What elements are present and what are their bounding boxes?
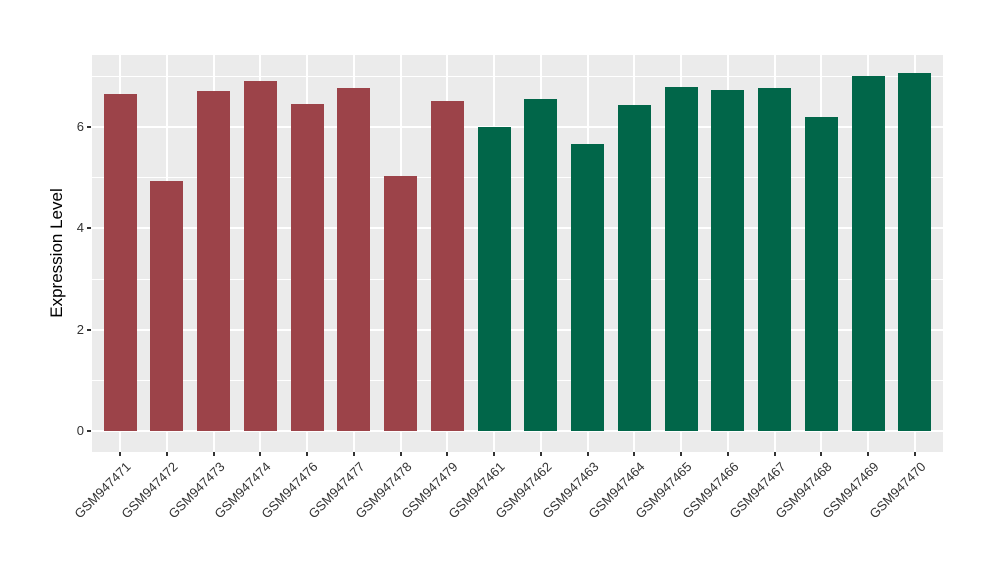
- x-tick: [726, 452, 729, 456]
- bar-GSM947464: [617, 105, 651, 432]
- x-tick: [119, 452, 122, 456]
- x-tick: [633, 452, 636, 456]
- y-tick-label: 2: [76, 321, 84, 337]
- bar-GSM947474: [243, 80, 277, 432]
- x-tick: [539, 452, 542, 456]
- bar-GSM947462: [524, 99, 558, 432]
- minor-gridline: [92, 380, 943, 381]
- x-tick: [446, 452, 449, 456]
- bar-GSM947466: [711, 89, 745, 432]
- minor-gridline: [92, 278, 943, 280]
- bar-GSM947473: [197, 90, 231, 432]
- x-tick: [352, 452, 355, 456]
- major-gridline: [92, 430, 943, 433]
- bar-GSM947468: [804, 117, 838, 432]
- bar-GSM947467: [758, 88, 792, 432]
- bar-GSM947469: [851, 75, 885, 432]
- y-tick: [87, 430, 91, 433]
- x-tick: [867, 452, 870, 456]
- x-tick: [680, 452, 683, 456]
- x-tick: [493, 452, 496, 456]
- bar-GSM947479: [430, 101, 464, 432]
- y-tick-label: 0: [76, 423, 84, 439]
- major-gridline: [92, 125, 943, 128]
- y-tick: [87, 125, 91, 128]
- y-tick: [87, 328, 91, 331]
- y-tick-label: 4: [76, 220, 84, 236]
- y-tick-label: 6: [76, 118, 84, 134]
- y-axis-title: Expression Level: [47, 188, 66, 318]
- bar-GSM947465: [664, 87, 698, 432]
- bar-GSM947478: [384, 175, 418, 432]
- x-tick: [820, 452, 823, 456]
- major-gridline: [92, 227, 943, 230]
- x-tick: [586, 452, 589, 456]
- minor-gridline: [92, 75, 943, 77]
- x-tick: [913, 452, 916, 456]
- bar-GSM947470: [898, 73, 932, 432]
- x-tick: [773, 452, 776, 456]
- major-gridline: [92, 328, 943, 331]
- x-tick: [259, 452, 262, 456]
- bar-GSM947471: [103, 93, 137, 432]
- bar-GSM947476: [290, 104, 324, 432]
- x-tick: [399, 452, 402, 456]
- bar-GSM947472: [150, 181, 184, 432]
- x-tick: [212, 452, 215, 456]
- x-tick: [306, 452, 309, 456]
- bar-GSM947477: [337, 88, 371, 432]
- bar-GSM947463: [571, 144, 605, 432]
- y-tick: [87, 227, 91, 230]
- minor-gridline: [92, 177, 943, 179]
- x-tick: [165, 452, 168, 456]
- bar-GSM947461: [477, 126, 511, 432]
- plot-panel: [92, 55, 943, 452]
